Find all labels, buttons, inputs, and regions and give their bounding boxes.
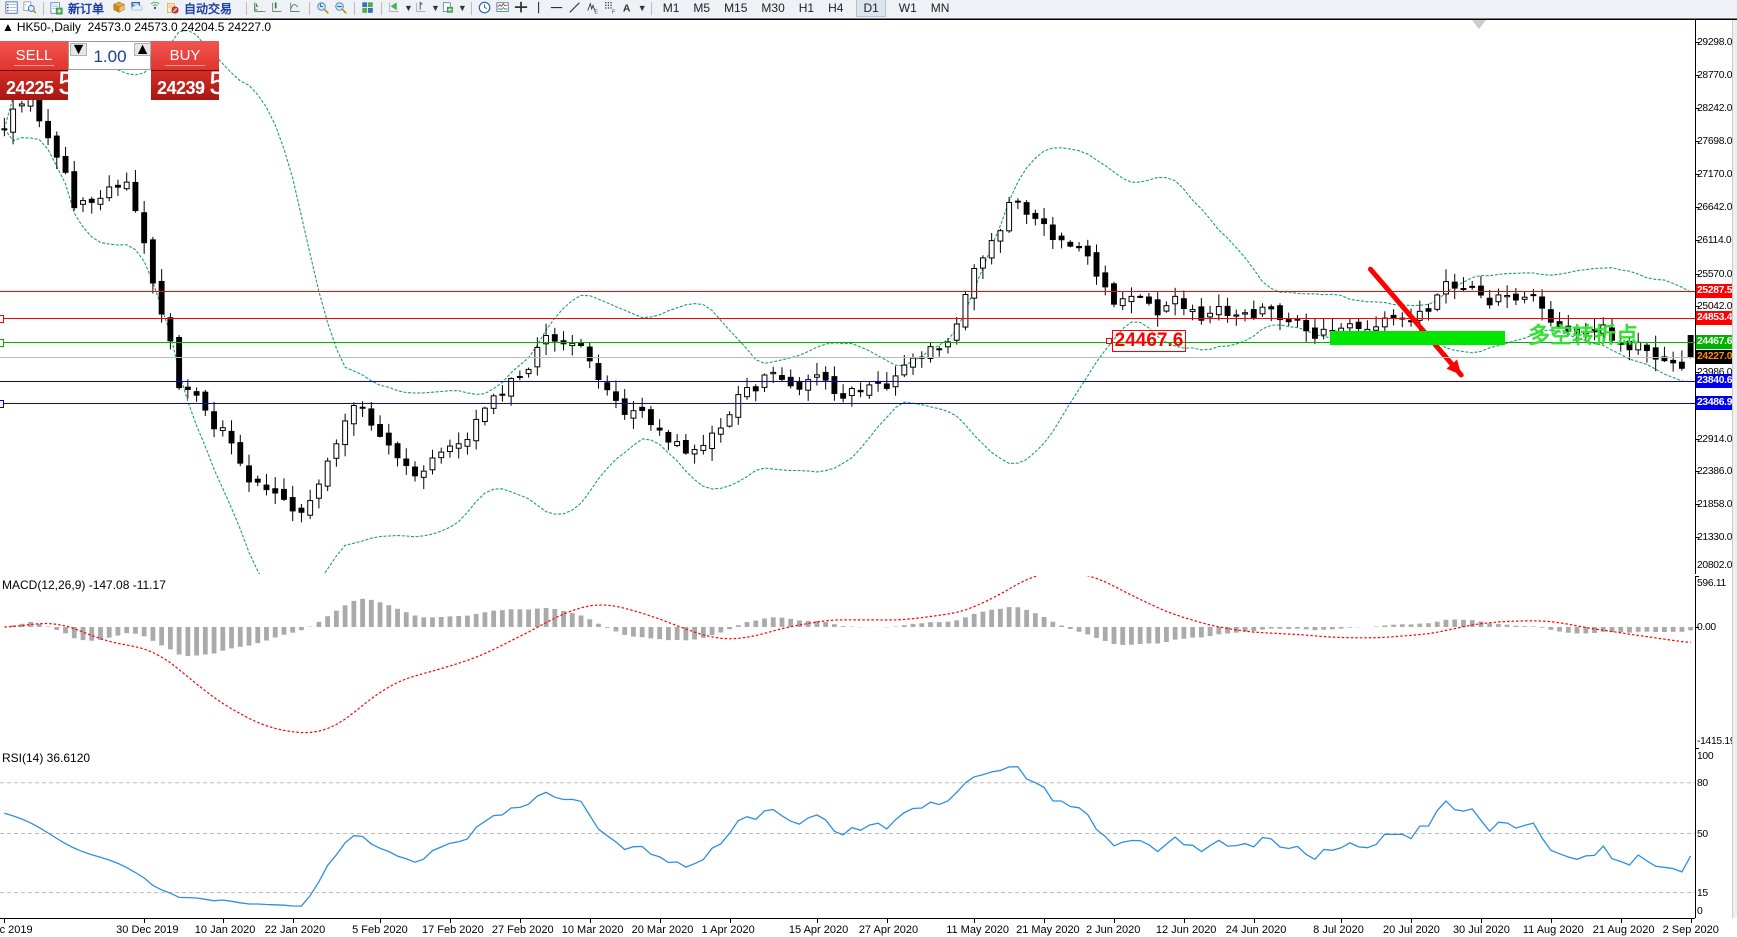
svg-text:E: E [594, 9, 598, 15]
svg-text:A: A [623, 3, 631, 15]
svg-text:F: F [612, 9, 615, 15]
